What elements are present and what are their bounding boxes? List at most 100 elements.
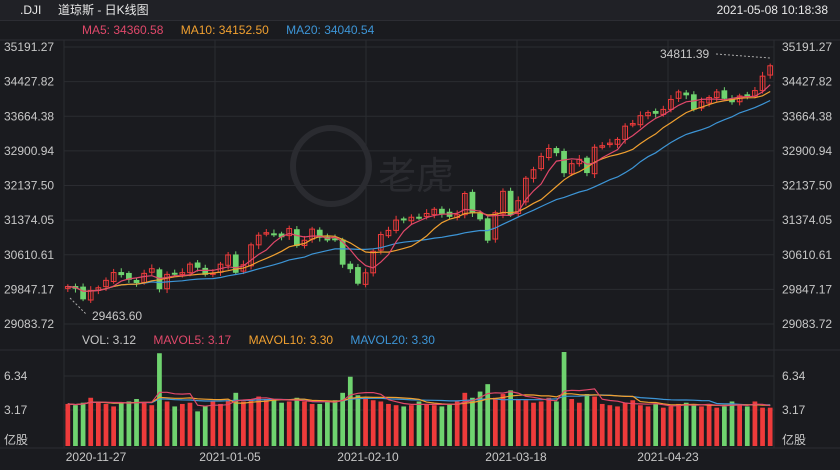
- candle-body: [477, 213, 483, 220]
- low-annotation-leader: [69, 297, 87, 315]
- volume-bar: [584, 394, 590, 446]
- symbol-label: .DJI: [20, 3, 42, 17]
- candle-body: [263, 232, 270, 235]
- volume-bar: [256, 396, 262, 446]
- candle-body: [461, 193, 468, 216]
- volume-bar: [737, 405, 743, 446]
- candle-body: [431, 208, 438, 216]
- ma5-line: [67, 84, 771, 292]
- volume-bar: [347, 376, 353, 446]
- price-axis-tick-left: 31374.05: [4, 213, 54, 227]
- candle-body: [507, 190, 514, 216]
- volume-bar: [248, 399, 254, 446]
- volume-bar: [454, 401, 460, 446]
- volume-bar: [630, 400, 636, 446]
- volume-bar: [179, 403, 185, 446]
- candle-body: [355, 267, 361, 284]
- ma20-legend: MA20: 34040.54: [286, 23, 375, 37]
- candle-body: [225, 254, 232, 266]
- volume-bar: [149, 405, 155, 446]
- candle-body: [416, 216, 422, 219]
- volume-bar: [401, 406, 407, 446]
- candle-body: [759, 75, 766, 92]
- volume-bar: [523, 400, 529, 446]
- volume-bar: [279, 402, 284, 446]
- header-bar: .DJI 道琼斯 - 日K线图 2021-05-08 10:18:38: [0, 0, 840, 21]
- price-axis-tick-left: 30610.61: [4, 248, 54, 262]
- candle-body: [675, 91, 682, 99]
- price-axis-tick-right: 30610.61: [782, 248, 832, 262]
- candle-body: [545, 148, 552, 159]
- volume-bar: [729, 401, 735, 446]
- volume-bar: [767, 407, 773, 446]
- volume-bar: [706, 403, 712, 446]
- candle-body: [133, 279, 140, 283]
- chart-title: 道琼斯 - 日K线图: [58, 3, 149, 17]
- candle-body: [568, 163, 575, 175]
- candle-body: [332, 238, 338, 241]
- volume-axis-tick-left: 6.34: [4, 369, 28, 383]
- volume-bar: [225, 400, 231, 446]
- candle-body: [652, 110, 659, 114]
- volume-bar: [302, 401, 307, 446]
- high-annotation-leader: [715, 53, 771, 59]
- volume-bar: [317, 403, 323, 446]
- candle-body: [561, 151, 567, 174]
- candle-body: [232, 254, 239, 273]
- candle-body: [698, 101, 705, 109]
- candle-body: [690, 94, 697, 110]
- candle-body: [492, 212, 499, 240]
- volume-bar: [393, 405, 399, 446]
- ma-legend: MA5: 34360.58 MA10: 34152.50 MA20: 34040…: [82, 21, 388, 39]
- candle-body: [293, 229, 300, 247]
- volume-bar: [408, 405, 414, 446]
- volume-bar: [431, 405, 437, 446]
- volume-bar: [118, 402, 124, 446]
- candle-body: [606, 142, 613, 146]
- volume-bar: [309, 403, 315, 446]
- volume-axis-tick-right: 6.34: [782, 369, 806, 383]
- volume-bar: [424, 403, 430, 446]
- volume-bar: [492, 397, 498, 446]
- volume-axis-tick-left: 亿股: [4, 432, 28, 447]
- volume-bar: [187, 402, 193, 446]
- watermark-text: 老虎: [378, 154, 455, 198]
- volume-bar: [447, 403, 452, 446]
- volume-bar: [439, 406, 445, 446]
- price-axis-tick-right: 35191.27: [782, 40, 832, 54]
- volume-bar: [592, 396, 597, 446]
- volume-bar: [569, 399, 575, 446]
- candle-body: [553, 148, 560, 154]
- volume-bar: [233, 392, 239, 446]
- candle-body: [301, 239, 308, 247]
- price-axis-tick-right: 29847.17: [782, 282, 832, 296]
- volume-bar: [722, 406, 727, 446]
- volume-bar: [210, 401, 216, 446]
- volume-bar: [340, 392, 346, 446]
- price-axis-tick-left: 32137.50: [4, 179, 54, 193]
- mavol5-line: [67, 388, 771, 407]
- volume-bar: [554, 401, 559, 446]
- candle-body: [400, 218, 407, 221]
- high-annotation-label: 34811.39: [660, 47, 709, 61]
- candle-body: [110, 272, 117, 282]
- volume-bar: [157, 353, 162, 446]
- candle-body: [523, 177, 529, 203]
- volume-bar: [164, 401, 170, 446]
- volume-bar: [363, 397, 368, 446]
- candle-body: [118, 272, 125, 276]
- volume-bar: [241, 401, 246, 446]
- volume-bar: [653, 403, 659, 446]
- volume-bar: [691, 405, 697, 446]
- volume-bar: [88, 397, 94, 446]
- volume-bar: [378, 401, 384, 446]
- price-axis-tick-left: 33664.38: [4, 109, 54, 123]
- candle-body: [622, 125, 628, 140]
- volume-bar: [515, 399, 521, 446]
- candle-body: [408, 216, 415, 222]
- volume-bar: [477, 391, 483, 446]
- candle-body: [103, 279, 109, 288]
- candle-body: [255, 234, 262, 246]
- low-annotation-label: 29463.60: [92, 309, 142, 323]
